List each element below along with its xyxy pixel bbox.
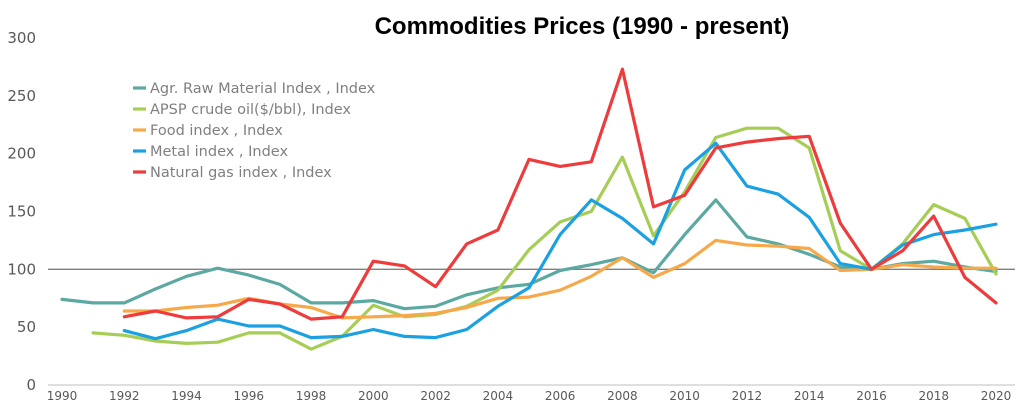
y-axis-ticks: 0 50 100 150 200 250 300 — [7, 29, 36, 394]
y-tick-label: 0 — [26, 376, 36, 394]
legend-label: Agr. Raw Material Index , Index — [150, 81, 376, 97]
legend-label: Natural gas index , Index — [150, 165, 332, 181]
x-tick-label: 1996 — [234, 389, 265, 403]
y-tick-label: 100 — [7, 260, 36, 278]
series-lines — [60, 67, 998, 351]
x-tick-label: 2008 — [607, 389, 638, 403]
x-tick-label: 1998 — [296, 389, 327, 403]
x-tick-label: 2006 — [545, 389, 576, 403]
legend-label: APSP crude oil($/bbl), Index — [150, 102, 351, 118]
series-line-0 — [60, 198, 998, 311]
chart-title: Commodities Prices (1990 - present) — [375, 13, 790, 40]
x-tick-label: 2014 — [794, 389, 825, 403]
series-line-3 — [122, 141, 998, 341]
y-tick-label: 150 — [7, 203, 36, 221]
series-line-4 — [122, 67, 998, 321]
x-tick-label: 2002 — [420, 389, 451, 403]
x-tick-label: 1994 — [171, 389, 202, 403]
y-tick-label: 200 — [7, 145, 36, 163]
x-tick-label: 2010 — [669, 389, 700, 403]
legend-label: Food index , Index — [150, 123, 283, 139]
y-tick-label: 300 — [7, 29, 36, 47]
series-line-1 — [91, 126, 998, 351]
y-tick-label: 250 — [7, 87, 36, 105]
x-tick-label: 2016 — [856, 389, 887, 403]
x-tick-label: 2012 — [732, 389, 763, 403]
x-tick-label: 2018 — [918, 389, 949, 403]
x-tick-label: 2020 — [981, 389, 1012, 403]
legend-label: Metal index , Index — [150, 144, 288, 160]
x-axis-ticks: 1990 1992 1994 1996 1998 2000 2002 2004 2006 2008… — [47, 389, 1012, 403]
x-tick-label: 2004 — [483, 389, 514, 403]
x-tick-label: 1992 — [109, 389, 140, 403]
legend: Agr. Raw Material Index , Index APSP crud… — [133, 81, 376, 181]
x-tick-label: 2000 — [358, 389, 389, 403]
series-line-2 — [122, 238, 998, 320]
y-tick-label: 50 — [17, 318, 36, 336]
x-tick-label: 1990 — [47, 389, 78, 403]
